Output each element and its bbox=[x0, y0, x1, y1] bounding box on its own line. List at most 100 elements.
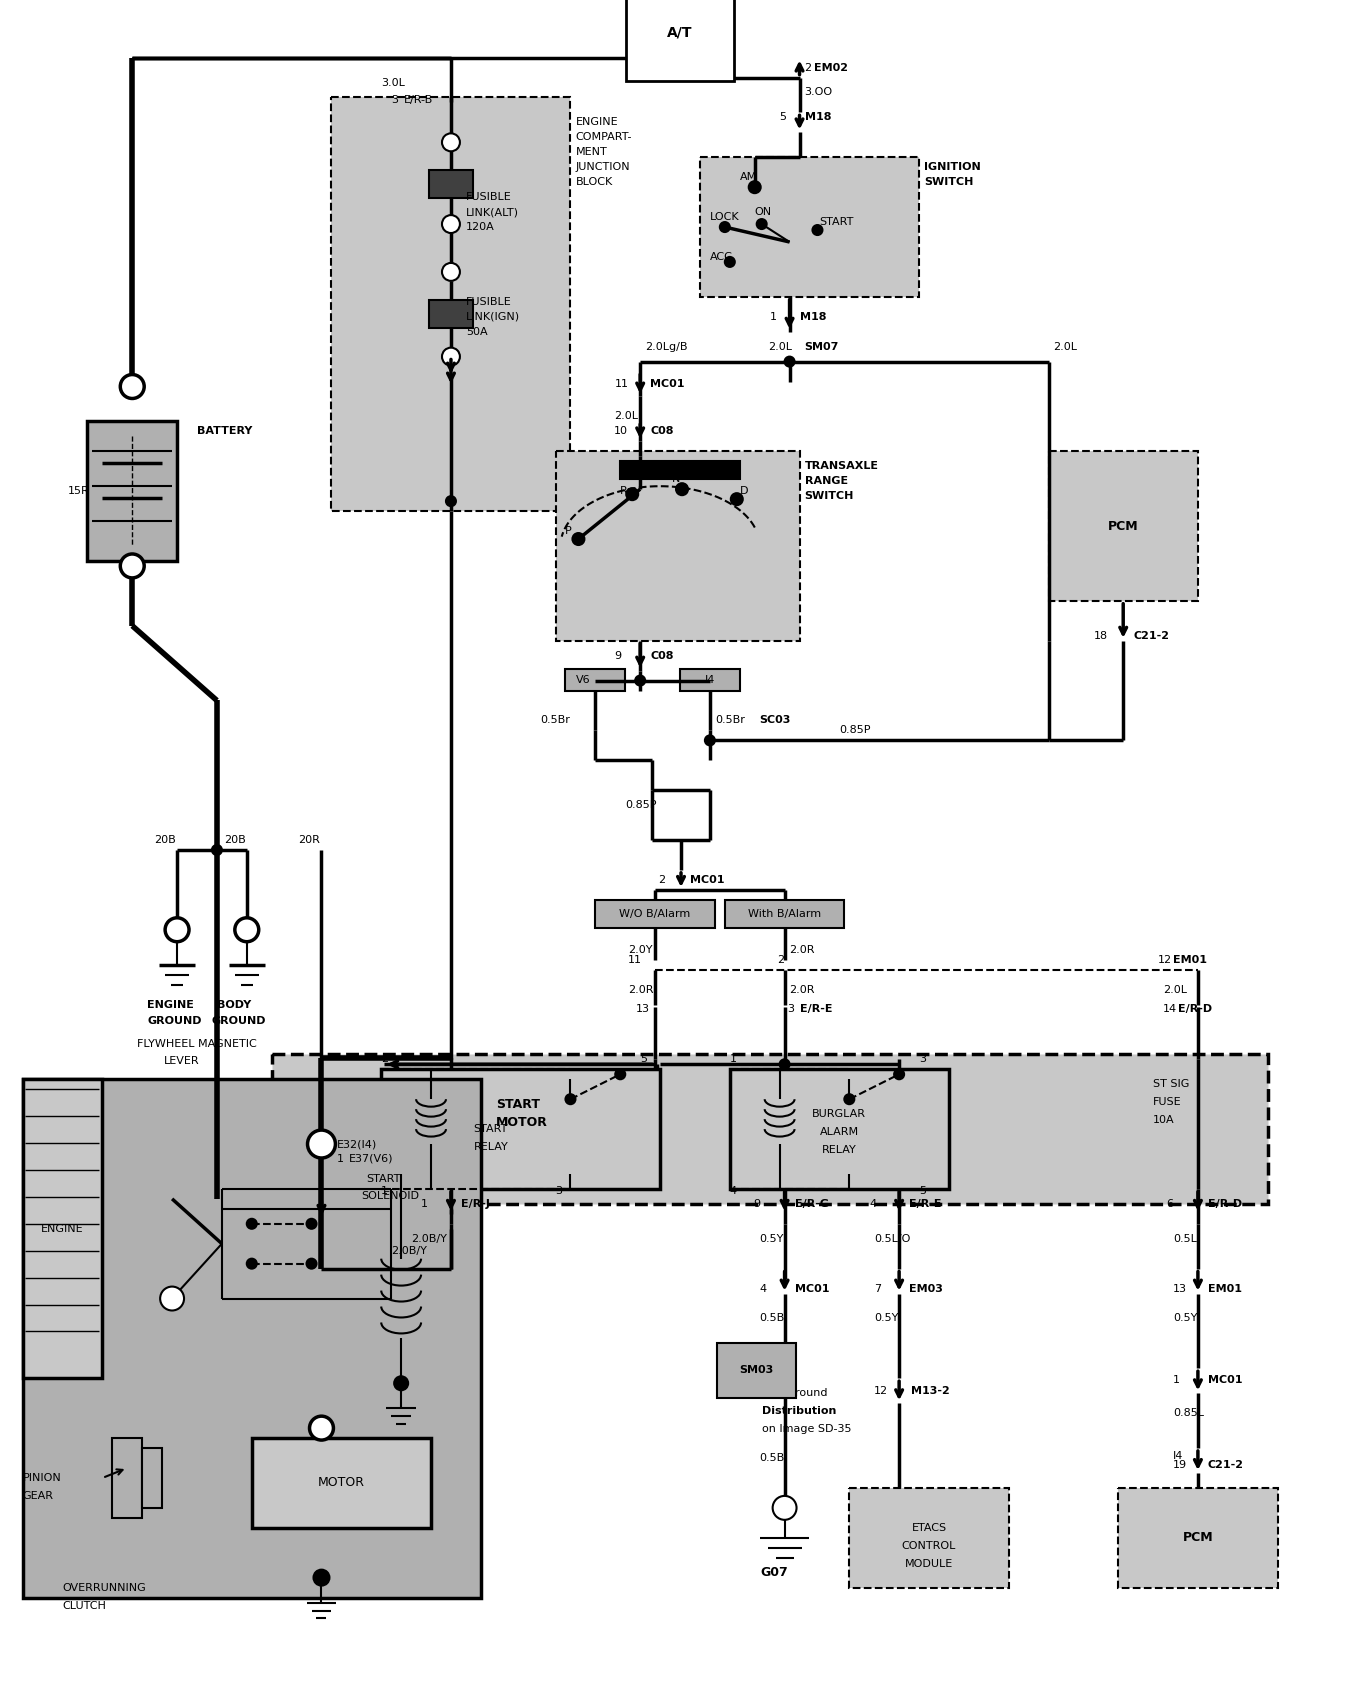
Bar bbox=[555, 452, 799, 641]
Text: R: R bbox=[620, 486, 628, 496]
Text: RANGE: RANGE bbox=[804, 476, 848, 486]
Text: SM07: SM07 bbox=[804, 341, 839, 351]
Text: 0.5Br: 0.5Br bbox=[715, 716, 744, 725]
Bar bbox=[595, 900, 715, 928]
Text: D: D bbox=[740, 486, 748, 496]
Bar bbox=[565, 668, 625, 691]
Text: IGNITION: IGNITION bbox=[923, 162, 981, 172]
Text: 3: 3 bbox=[555, 1187, 562, 1195]
Text: 0.5Y: 0.5Y bbox=[874, 1313, 899, 1323]
Text: 9: 9 bbox=[754, 1199, 761, 1209]
Bar bbox=[729, 1069, 949, 1188]
Text: 12: 12 bbox=[1159, 955, 1172, 965]
Bar bbox=[88, 421, 176, 561]
Text: FUSIBLE: FUSIBLE bbox=[466, 193, 512, 203]
Circle shape bbox=[813, 225, 822, 235]
Bar bbox=[1048, 452, 1198, 600]
Text: LOCK: LOCK bbox=[710, 211, 740, 222]
Text: With B/Alarm: With B/Alarm bbox=[748, 909, 821, 919]
Bar bbox=[700, 157, 919, 297]
Text: N: N bbox=[672, 474, 680, 484]
Text: Distribution: Distribution bbox=[762, 1407, 836, 1417]
Bar bbox=[23, 1079, 103, 1378]
Text: EM01: EM01 bbox=[1208, 1284, 1242, 1294]
Text: 0.85P: 0.85P bbox=[840, 725, 871, 735]
Text: E/R-D: E/R-D bbox=[1208, 1199, 1242, 1209]
Text: 18: 18 bbox=[1093, 631, 1108, 641]
Circle shape bbox=[572, 534, 584, 546]
Text: 0.5L/O: 0.5L/O bbox=[874, 1234, 911, 1243]
Text: E/R-E: E/R-E bbox=[910, 1199, 941, 1209]
Text: SC03: SC03 bbox=[759, 716, 791, 725]
Text: MC01: MC01 bbox=[1208, 1376, 1242, 1384]
Text: 2: 2 bbox=[804, 63, 811, 73]
Circle shape bbox=[309, 1417, 334, 1441]
Bar bbox=[620, 462, 740, 479]
Circle shape bbox=[306, 1219, 316, 1229]
Text: 13: 13 bbox=[636, 1004, 650, 1014]
Text: 10A: 10A bbox=[1153, 1115, 1175, 1125]
Text: MODULE: MODULE bbox=[904, 1558, 953, 1569]
Circle shape bbox=[120, 554, 144, 578]
Text: 2.0L: 2.0L bbox=[1163, 984, 1187, 994]
Text: GEAR: GEAR bbox=[23, 1490, 53, 1500]
Text: 2.0B/Y: 2.0B/Y bbox=[391, 1246, 427, 1255]
Text: START: START bbox=[473, 1124, 508, 1134]
Text: GROUND: GROUND bbox=[148, 1016, 201, 1026]
Text: 120A: 120A bbox=[466, 222, 495, 232]
Text: BLOCK: BLOCK bbox=[576, 177, 613, 188]
Text: 1: 1 bbox=[1172, 1376, 1181, 1384]
Text: 0.85L: 0.85L bbox=[1172, 1408, 1204, 1419]
Text: 2.0R: 2.0R bbox=[628, 984, 654, 994]
Circle shape bbox=[780, 1059, 789, 1069]
Bar bbox=[23, 1079, 480, 1598]
Text: E/R-J: E/R-J bbox=[461, 1199, 490, 1209]
Text: ENGINE: ENGINE bbox=[576, 118, 618, 128]
Text: on Image SD-35: on Image SD-35 bbox=[762, 1424, 851, 1434]
Text: 1: 1 bbox=[382, 1187, 389, 1195]
Text: C21-2: C21-2 bbox=[1208, 1459, 1244, 1470]
Text: 13: 13 bbox=[1172, 1284, 1187, 1294]
Text: 0.5Br: 0.5Br bbox=[540, 716, 570, 725]
Bar bbox=[430, 300, 473, 327]
Text: 0.5L: 0.5L bbox=[1172, 1234, 1197, 1243]
Text: W/O B/Alarm: W/O B/Alarm bbox=[620, 909, 691, 919]
Text: TRANSAXLE: TRANSAXLE bbox=[804, 462, 878, 471]
Text: EM03: EM03 bbox=[910, 1284, 943, 1294]
Text: 11: 11 bbox=[628, 955, 642, 965]
Text: BODY: BODY bbox=[218, 999, 252, 1009]
Text: E/R-E: E/R-E bbox=[799, 1004, 832, 1014]
Text: 2.0R: 2.0R bbox=[789, 945, 815, 955]
Text: 2.0L: 2.0L bbox=[1053, 341, 1078, 351]
Text: LEVER: LEVER bbox=[164, 1057, 200, 1066]
Text: 14: 14 bbox=[1163, 1004, 1178, 1014]
Circle shape bbox=[720, 222, 729, 232]
Circle shape bbox=[308, 1130, 335, 1158]
Text: 0.5B: 0.5B bbox=[759, 1453, 785, 1463]
Text: V6: V6 bbox=[576, 675, 591, 685]
Text: ENGINE: ENGINE bbox=[41, 1224, 83, 1234]
Circle shape bbox=[895, 1069, 904, 1079]
Text: 2.0Lg/B: 2.0Lg/B bbox=[646, 341, 688, 351]
Bar bbox=[850, 1488, 1008, 1587]
Text: LINK(ALT): LINK(ALT) bbox=[466, 206, 518, 217]
Text: ACC: ACC bbox=[710, 252, 733, 263]
Text: 15R: 15R bbox=[67, 486, 89, 496]
Text: 11: 11 bbox=[616, 379, 629, 389]
Circle shape bbox=[748, 181, 761, 193]
Text: 2: 2 bbox=[658, 875, 665, 885]
Text: 2: 2 bbox=[382, 1054, 389, 1064]
Text: 2.0Y: 2.0Y bbox=[628, 945, 653, 955]
Text: 4: 4 bbox=[869, 1199, 877, 1209]
Text: 0.5B: 0.5B bbox=[759, 1313, 785, 1323]
Circle shape bbox=[676, 483, 688, 494]
Text: ALARM: ALARM bbox=[819, 1127, 859, 1137]
Text: E/R-B: E/R-B bbox=[404, 95, 434, 106]
Text: BURGLAR: BURGLAR bbox=[813, 1110, 866, 1118]
Text: 2.0R: 2.0R bbox=[789, 984, 815, 994]
Text: 5: 5 bbox=[640, 1054, 647, 1064]
Circle shape bbox=[212, 846, 222, 854]
Text: SWITCH: SWITCH bbox=[804, 491, 854, 501]
Text: M18: M18 bbox=[799, 312, 826, 322]
Text: 0.85P: 0.85P bbox=[625, 800, 657, 810]
